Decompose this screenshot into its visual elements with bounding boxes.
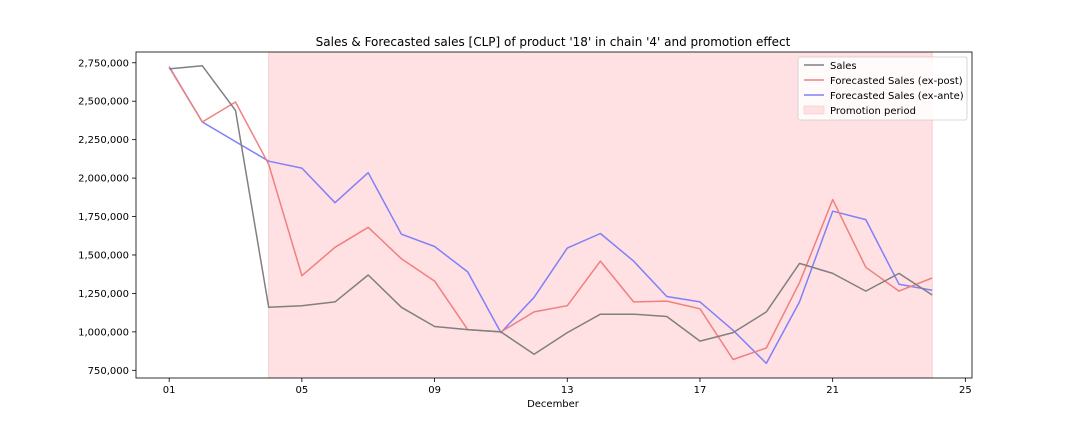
x-axis-label: December — [527, 399, 580, 410]
x-tick-label: 13 — [561, 385, 574, 396]
legend: Sales Forecasted Sales (ex-post) Forecas… — [797, 56, 968, 121]
x-tick-label: 17 — [694, 385, 707, 396]
y-tick-label: 1,500,000 — [78, 250, 129, 261]
x-tick-label: 01 — [163, 385, 176, 396]
y-tick-label: 1,750,000 — [78, 212, 129, 223]
legend-label-sales: Sales — [830, 61, 857, 72]
legend-label-expost: Forecasted Sales (ex-post) — [830, 76, 963, 87]
y-tick-label: 1,250,000 — [78, 289, 129, 300]
y-tick-label: 2,750,000 — [78, 58, 129, 69]
series-line-sales — [169, 65, 933, 355]
chart-title: Sales & Forecasted sales [CLP] of produc… — [316, 35, 791, 49]
axes-frame — [135, 51, 973, 379]
legend-label-exante: Forecasted Sales (ex-ante) — [830, 91, 964, 102]
y-tick-label: 2,250,000 — [78, 135, 129, 146]
x-tick-label: 25 — [959, 385, 972, 396]
y-tick-label: 750,000 — [88, 366, 129, 377]
x-tick-label: 05 — [296, 385, 309, 396]
series-line-forecasted-sales-ex-post — [168, 67, 933, 361]
x-axis: 01 05 09 13 17 21 25 — [163, 378, 972, 396]
legend-swatch-promotion — [803, 105, 825, 115]
y-tick-label: 1,000,000 — [78, 327, 129, 338]
y-axis: 750,000 1,000,000 1,250,000 1,500,000 1,750,… — [78, 58, 136, 377]
x-tick-label: 09 — [428, 385, 441, 396]
legend-label-promotion: Promotion period — [830, 106, 916, 117]
x-tick-label: 21 — [826, 385, 839, 396]
series-line-forecasted-sales-ex-ante — [168, 66, 933, 365]
y-tick-label: 2,000,000 — [78, 174, 129, 185]
legend-box — [797, 56, 968, 121]
y-tick-label: 2,500,000 — [78, 97, 129, 108]
series-layer — [168, 65, 933, 365]
